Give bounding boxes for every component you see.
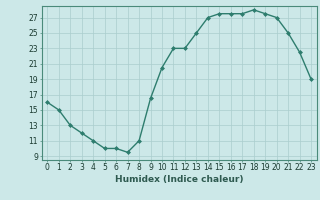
X-axis label: Humidex (Indice chaleur): Humidex (Indice chaleur) [115, 175, 244, 184]
